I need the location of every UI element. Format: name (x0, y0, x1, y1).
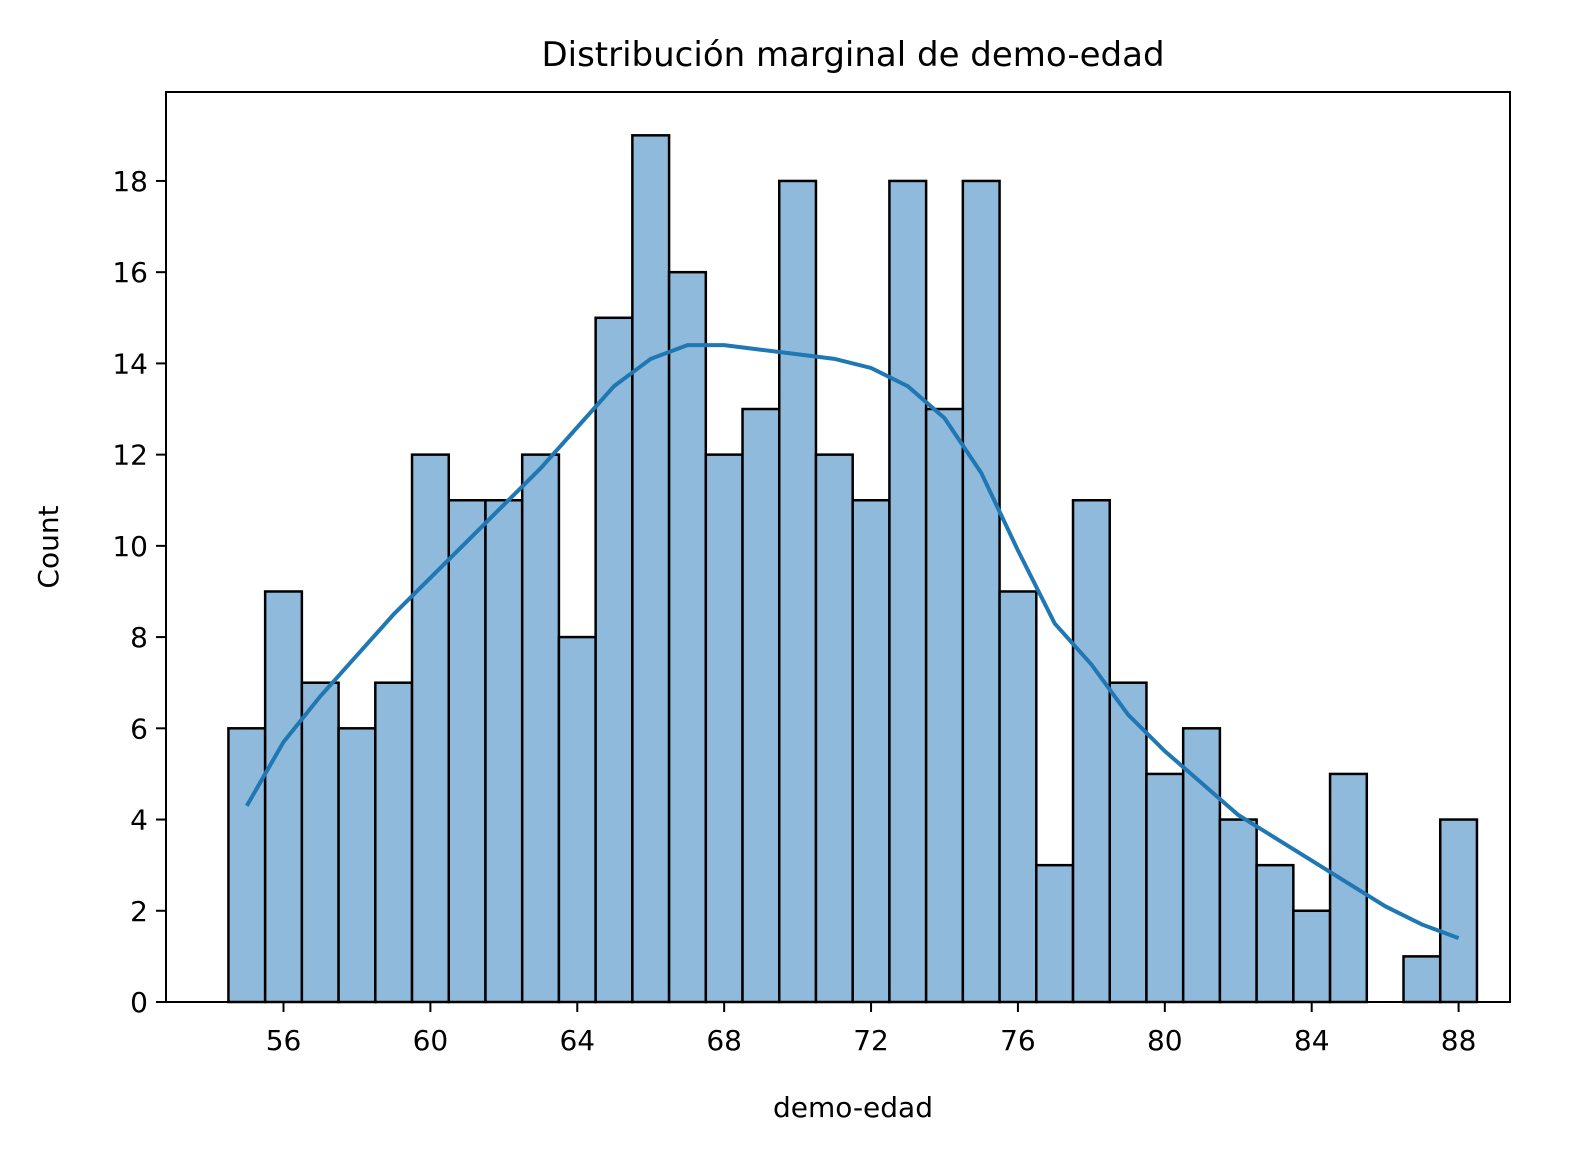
bar (1292, 909, 1332, 1004)
bar (851, 498, 891, 1004)
bar (337, 727, 377, 1004)
x-tick-label: 88 (1441, 1024, 1477, 1057)
bar (1438, 818, 1479, 1004)
y-tick-label: 2 (130, 895, 148, 928)
bar (484, 498, 524, 1004)
bar (557, 635, 597, 1004)
bar (667, 270, 708, 1004)
y-tick-label: 16 (112, 256, 148, 289)
bar (741, 407, 781, 1004)
bar (1218, 818, 1258, 1004)
bar (777, 179, 818, 1004)
bar (1035, 863, 1075, 1004)
bar (263, 590, 304, 1004)
bar (410, 453, 451, 1004)
y-tick-label: 8 (130, 621, 148, 654)
x-tick-label: 80 (1147, 1024, 1183, 1057)
y-tick-label: 18 (112, 165, 148, 198)
bar (374, 681, 414, 1004)
bar (520, 453, 561, 1004)
plot-frame (165, 91, 1511, 1003)
y-tick-label: 0 (130, 986, 148, 1019)
x-tick-label: 72 (853, 1024, 889, 1057)
bar (1255, 863, 1295, 1004)
x-tick-label: 56 (266, 1024, 302, 1057)
x-axis-label: demo-edad (773, 1091, 933, 1124)
x-tick-label: 68 (706, 1024, 742, 1057)
bar (704, 453, 744, 1004)
bar (594, 316, 634, 1004)
y-tick-label: 12 (112, 439, 148, 472)
x-tick-label: 60 (413, 1024, 449, 1057)
bar (631, 134, 671, 1004)
bar (814, 453, 854, 1004)
chart-title: Distribución marginal de demo-edad (541, 35, 1164, 75)
bar (1145, 772, 1185, 1004)
kde-line (245, 343, 1460, 941)
y-tick-label: 4 (130, 804, 148, 837)
bar (1071, 498, 1111, 1004)
x-tick-label: 64 (559, 1024, 595, 1057)
bar (1328, 772, 1369, 1004)
bar (300, 681, 340, 1004)
bar (1402, 955, 1442, 1004)
bar (924, 407, 965, 1004)
y-tick-label: 6 (130, 712, 148, 745)
x-tick-label: 84 (1294, 1024, 1330, 1057)
bar (998, 590, 1038, 1004)
bar (227, 727, 267, 1004)
bar (888, 179, 928, 1004)
y-tick-label: 14 (112, 347, 148, 380)
bar (961, 179, 1001, 1004)
y-axis-label: Count (32, 505, 65, 588)
bar (1108, 681, 1148, 1004)
x-tick-label: 76 (1000, 1024, 1036, 1057)
bar (447, 498, 487, 1004)
y-tick-label: 10 (112, 530, 148, 563)
